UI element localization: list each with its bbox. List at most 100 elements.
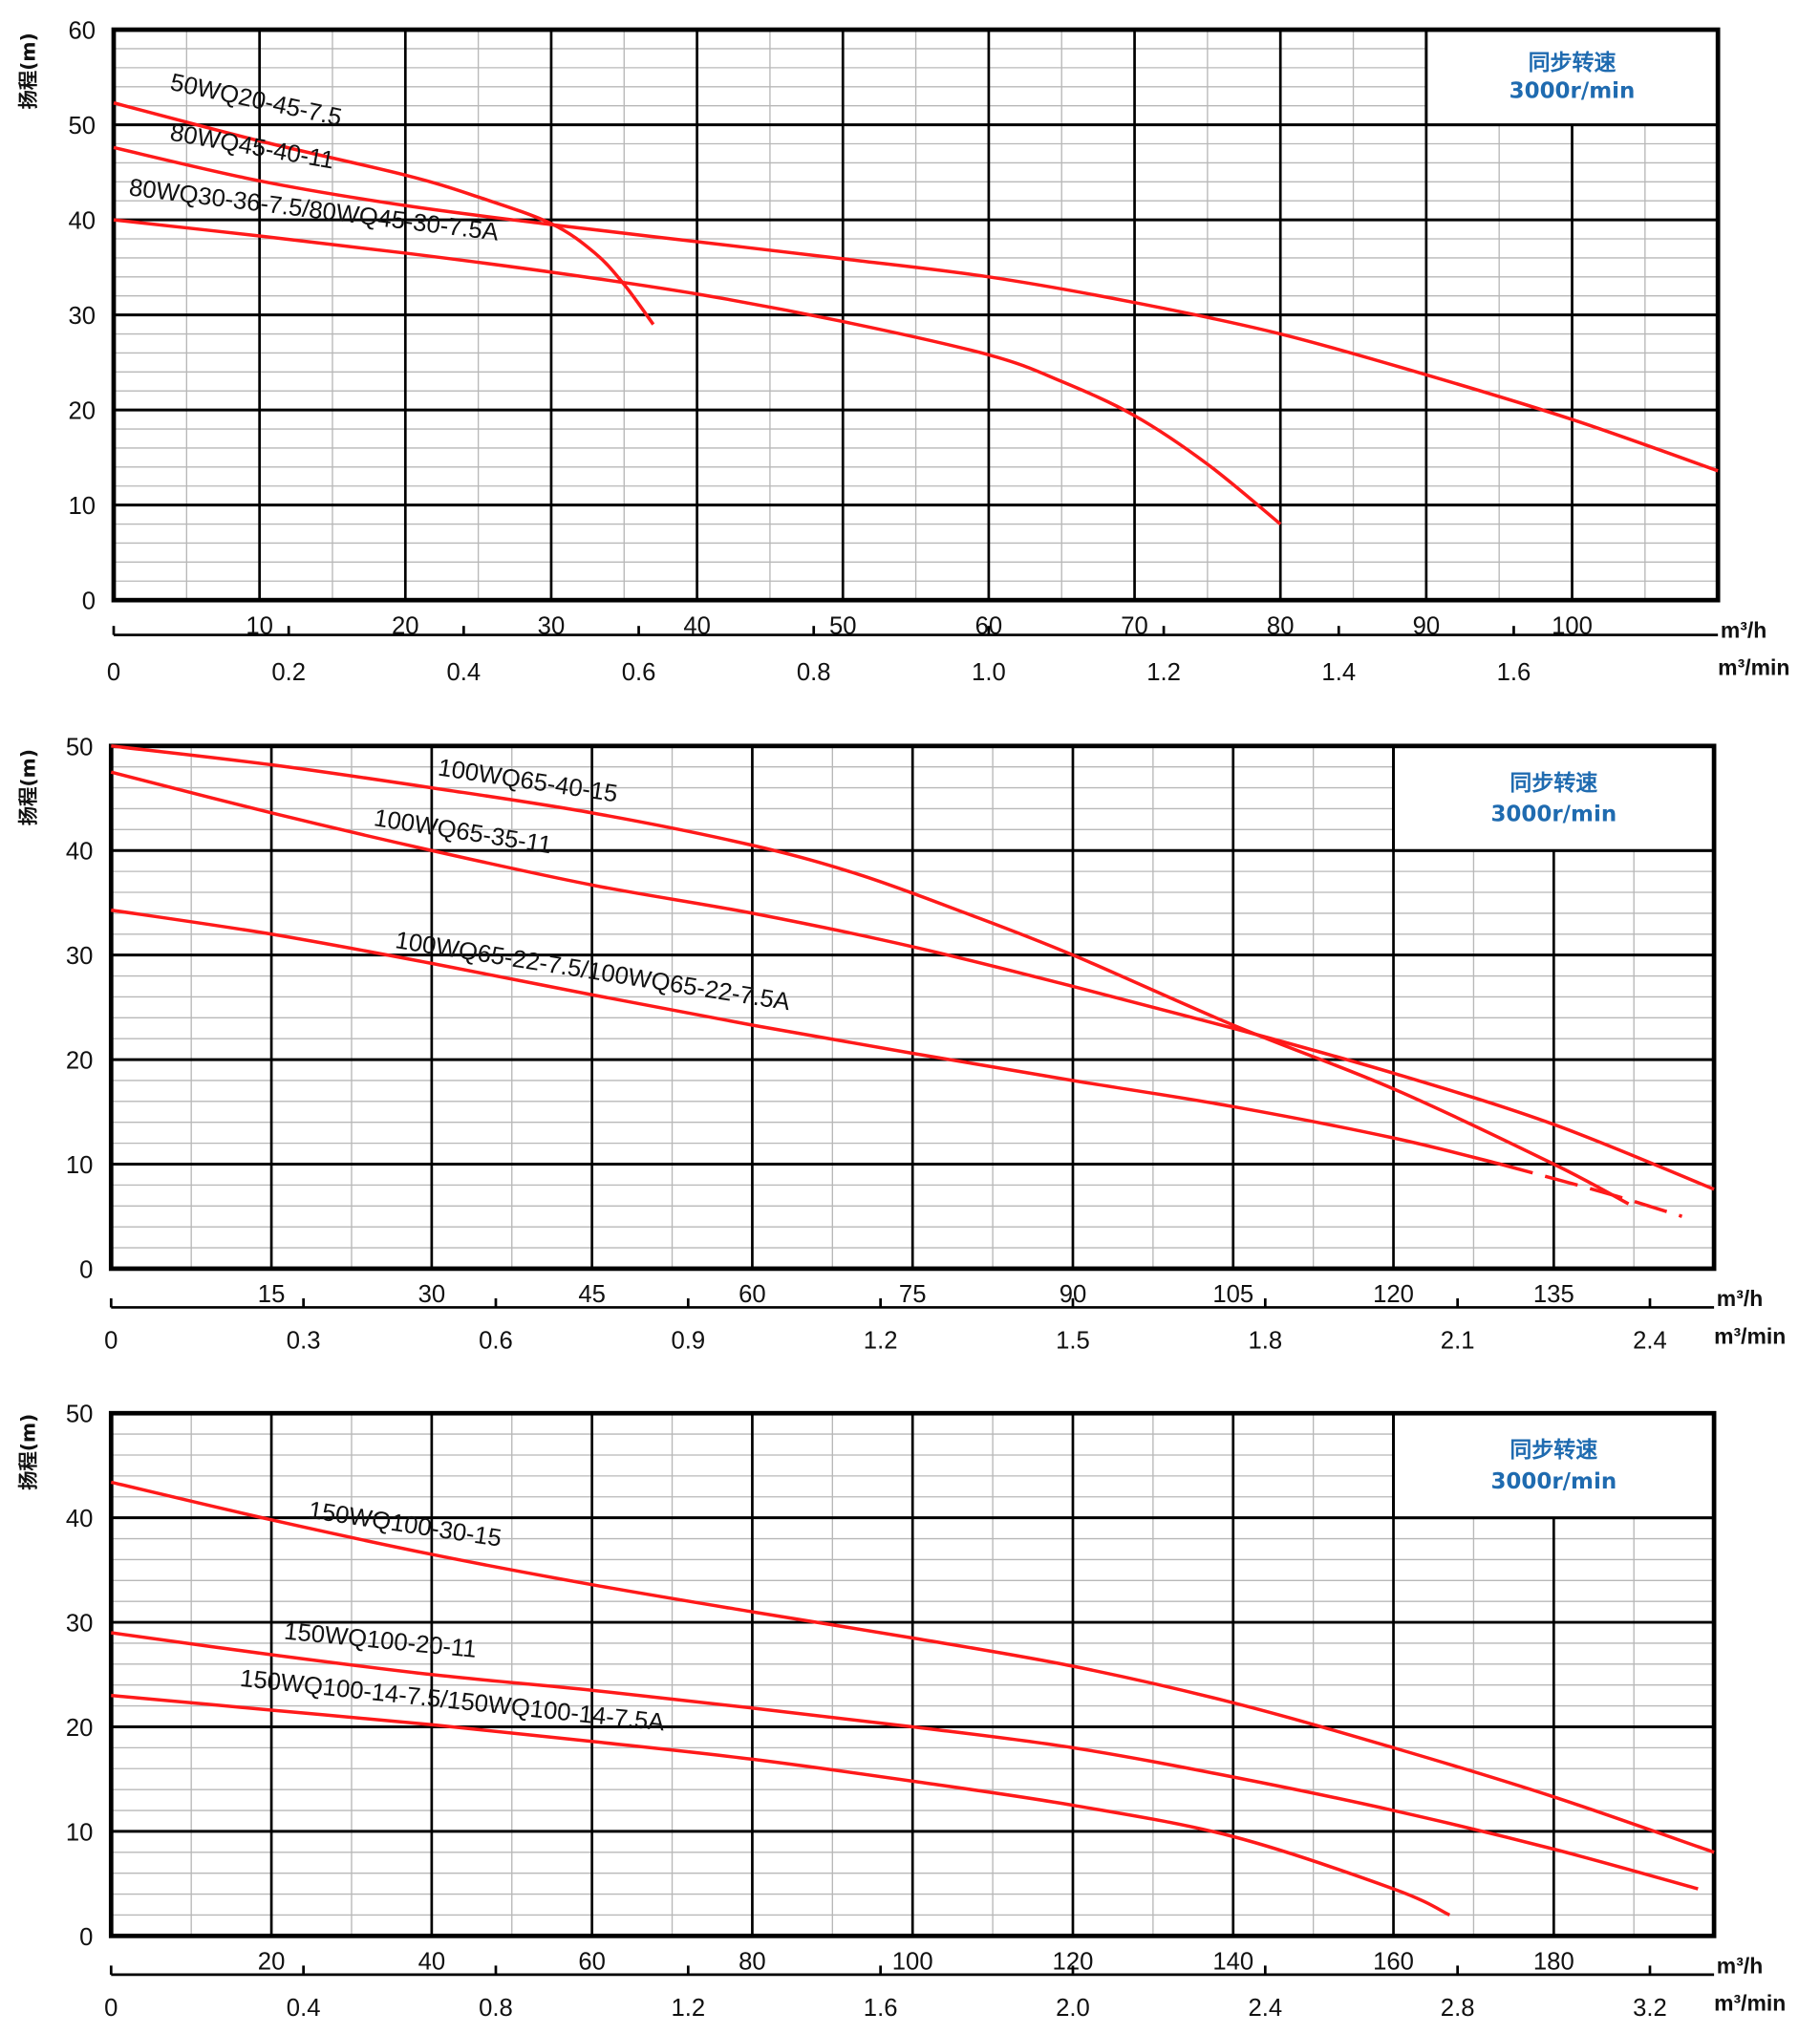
x-tick-label: 100 xyxy=(892,1948,933,1975)
x2-tick-label: 0 xyxy=(104,1995,118,2022)
curve-80wq45-40-11 xyxy=(113,145,1719,473)
speed-box-value: 3000r/min xyxy=(1490,1469,1617,1494)
curve-150wq100-14-7-5-150wq100-14-7-5a xyxy=(111,1693,1451,1917)
x2-tick-label: 1.6 xyxy=(1497,659,1531,686)
x-tick-label: 40 xyxy=(418,1948,446,1975)
x-tick-label: 30 xyxy=(418,1281,446,1308)
x2-tick-label: 0.4 xyxy=(287,1995,321,2022)
plot-frame xyxy=(108,743,1717,1272)
curve-150wq100-20-11 xyxy=(111,1631,1699,1891)
speed-box-title: 同步转速 xyxy=(1510,770,1597,796)
x-tick-label: 75 xyxy=(899,1281,927,1308)
x2-tick-label: 0 xyxy=(107,659,120,686)
y-tick-label: 40 xyxy=(69,208,96,235)
speed-box-value: 3000r/min xyxy=(1510,79,1636,104)
y-tick-label: 0 xyxy=(79,1924,93,1951)
x2-tick-label: 0.3 xyxy=(287,1328,321,1355)
speed-box-title: 同步转速 xyxy=(1510,1437,1597,1463)
x2-tick-label: 2.4 xyxy=(1248,1995,1282,2022)
x-tick-label: 140 xyxy=(1212,1948,1253,1975)
x2-tick-label: 1.5 xyxy=(1056,1328,1090,1355)
speed-box-title: 同步转速 xyxy=(1529,50,1617,75)
x-tick-label: 60 xyxy=(578,1948,606,1975)
x-tick-label: 160 xyxy=(1373,1948,1414,1975)
x2-tick-label: 1.2 xyxy=(864,1328,898,1355)
x2-tick-label: 0.6 xyxy=(622,659,656,686)
curve-50wq20-45-7-5 xyxy=(113,100,655,326)
y-tick-label: 0 xyxy=(79,1256,93,1283)
y-tick-label: 30 xyxy=(69,303,96,330)
plot-frame xyxy=(111,27,1721,603)
x2-tick-label: 1.8 xyxy=(1248,1328,1282,1355)
y-axis-label: 扬程(m) xyxy=(17,749,40,825)
x2-tick-label: 2.4 xyxy=(1633,1328,1667,1355)
x-unit-secondary: m³/min xyxy=(1714,1991,1786,2016)
y-tick-label: 20 xyxy=(66,1715,94,1742)
y-tick-label: 60 xyxy=(69,18,96,45)
x-tick-label: 45 xyxy=(578,1281,606,1308)
speed-box xyxy=(1392,744,1716,852)
x2-tick-label: 1.2 xyxy=(671,1995,705,2022)
x2-tick-label: 2.0 xyxy=(1056,1995,1090,2022)
x-tick-label: 20 xyxy=(258,1948,286,1975)
x-tick-label: 15 xyxy=(258,1281,286,1308)
x2-tick-label: 0.4 xyxy=(447,659,482,686)
x-unit-primary: m³/h xyxy=(1717,1954,1763,1979)
x2-tick-label: 2.8 xyxy=(1441,1995,1475,2022)
x-tick-label: 105 xyxy=(1212,1281,1253,1308)
curve-150wq100-30-15 xyxy=(110,1480,1715,1854)
y-tick-label: 40 xyxy=(66,839,94,866)
x-unit-primary: m³/h xyxy=(1721,617,1766,642)
plot-frame xyxy=(108,1410,1717,1938)
curve-100wq65-35-11 xyxy=(110,770,1715,1191)
x2-tick-label: 0.2 xyxy=(271,659,306,686)
curve-label: 150WQ100-20-11 xyxy=(283,1618,478,1663)
y-tick-label: 50 xyxy=(69,113,96,139)
x2-tick-label: 1.2 xyxy=(1146,659,1181,686)
y-tick-label: 0 xyxy=(82,589,96,615)
y-tick-label: 30 xyxy=(66,943,94,970)
x2-tick-label: 0.8 xyxy=(479,1995,513,2022)
y-tick-label: 10 xyxy=(66,1152,94,1179)
chart-3: 同步转速 3000r/min 0 10 20 30 40 50 扬程(m) 20 40 60 80 100… xyxy=(17,1402,1787,2022)
y-tick-label: 30 xyxy=(66,1611,94,1638)
curve-100wq65-22-7-5-100wq65-22-7-5a xyxy=(111,908,1501,1167)
speed-box xyxy=(1424,28,1720,127)
speed-box-value: 3000r/min xyxy=(1490,803,1617,827)
curve-label: 50WQ20-45-7.5 xyxy=(168,69,344,131)
x2-tick-label: 1.0 xyxy=(972,659,1006,686)
x-unit-secondary: m³/min xyxy=(1718,655,1789,680)
x-tick-label: 60 xyxy=(739,1281,766,1308)
x2-tick-label: 0 xyxy=(104,1328,118,1355)
x2-tick-label: 0.9 xyxy=(671,1328,705,1355)
y-tick-label: 10 xyxy=(66,1819,94,1846)
y-tick-label: 20 xyxy=(69,398,96,425)
x2-tick-label: 1.6 xyxy=(864,1995,898,2022)
curve-80wq30-36-7-5-80wq45-30-7-5a xyxy=(113,218,1282,525)
y-axis-label: 扬程(m) xyxy=(17,1414,40,1490)
y-tick-label: 20 xyxy=(66,1048,94,1075)
y-tick-label: 50 xyxy=(66,1402,94,1428)
curve-dashed-extension xyxy=(1499,1162,1683,1218)
y-tick-label: 40 xyxy=(66,1506,94,1532)
x-tick-label: 135 xyxy=(1533,1281,1574,1308)
x-tick-label: 180 xyxy=(1533,1948,1574,1975)
x-unit-secondary: m³/min xyxy=(1714,1323,1786,1348)
speed-box xyxy=(1392,1411,1716,1520)
x2-tick-label: 0.8 xyxy=(797,659,831,686)
x-tick-label: 80 xyxy=(739,1948,766,1975)
x-tick-label: 120 xyxy=(1373,1281,1414,1308)
curve-100wq65-40-15 xyxy=(111,744,1630,1206)
y-tick-label: 10 xyxy=(69,493,96,520)
x2-tick-label: 2.1 xyxy=(1441,1328,1475,1355)
y-axis-label: 扬程(m) xyxy=(17,32,40,109)
curve-label: 150WQ100-30-15 xyxy=(307,1497,503,1552)
x2-tick-label: 3.2 xyxy=(1633,1995,1667,2022)
x-unit-primary: m³/h xyxy=(1717,1286,1763,1311)
y-tick-label: 50 xyxy=(66,734,94,760)
x2-tick-label: 1.4 xyxy=(1321,659,1356,686)
x2-tick-label: 0.6 xyxy=(479,1328,513,1355)
